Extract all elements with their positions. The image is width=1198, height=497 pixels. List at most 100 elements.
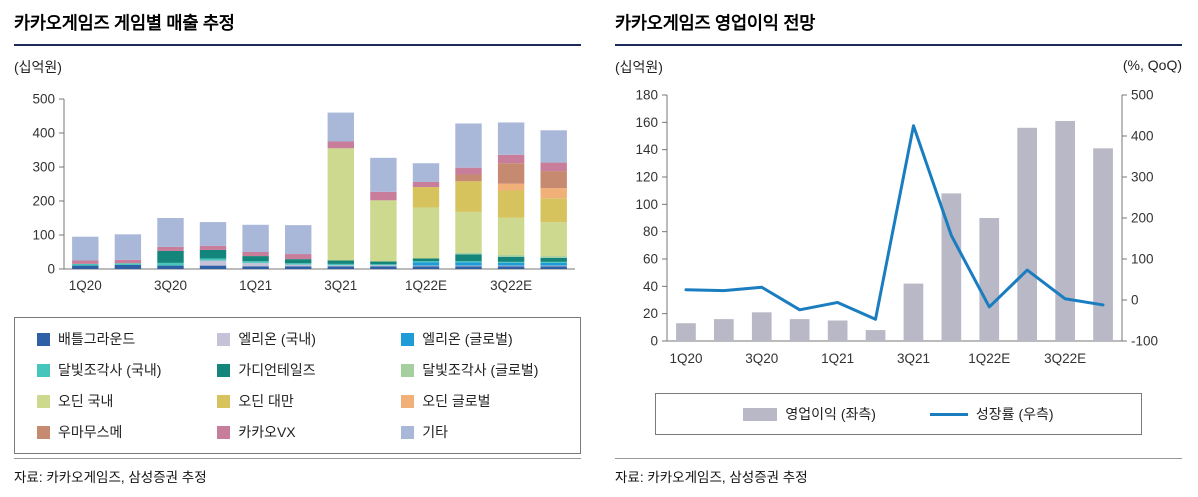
stacked-bar-segment xyxy=(199,245,227,250)
legend-label: 오딘 대만 xyxy=(238,393,294,409)
left-y-tick-label: 100 xyxy=(635,197,658,212)
x-tick-label: 1Q21 xyxy=(821,351,854,366)
operating-profit-bar xyxy=(1017,127,1037,341)
legend-item: 오딘 대만 xyxy=(217,391,397,411)
legend-label: 우마무스메 xyxy=(58,424,123,440)
stacked-bar-segment xyxy=(540,266,567,269)
stacked-bar-segment xyxy=(497,154,525,164)
legend-label: 달빛조각사 (국내) xyxy=(58,362,162,378)
operating-profit-bar xyxy=(827,320,848,341)
revenue-chart-title: 카카오게임즈 게임별 매출 추정 xyxy=(14,10,581,46)
stacked-bar-segment xyxy=(285,263,312,265)
stacked-bar-segment xyxy=(114,234,142,260)
y-tick-label: 300 xyxy=(32,160,55,175)
stacked-bar-segment xyxy=(412,163,440,182)
stacked-bar-segment xyxy=(497,190,525,218)
stacked-bar-segment xyxy=(199,222,227,246)
operating-profit-chart-source: 자료: 카카오게임즈, 삼성증권 추정 xyxy=(615,458,1182,490)
stacked-bar-segment xyxy=(157,262,184,266)
operating-profit-bar xyxy=(714,319,734,341)
legend-label: 배틀그라운드 xyxy=(58,331,136,347)
stacked-bar-segment xyxy=(72,236,99,261)
stacked-bar-segment xyxy=(497,255,525,257)
legend-line-swatch xyxy=(929,412,968,416)
right-y-tick-label: 0 xyxy=(1131,293,1139,308)
stacked-bar-segment xyxy=(242,224,269,252)
stacked-bar-segment xyxy=(455,211,482,253)
legend-item: 달빛조각사 (국내) xyxy=(37,360,213,380)
stacked-bar-segment xyxy=(540,261,567,263)
stacked-bar-segment xyxy=(497,262,525,266)
stacked-bar-segment xyxy=(370,261,397,265)
legend-item: 기타 xyxy=(401,422,574,442)
operating-profit-bar xyxy=(1055,120,1075,341)
x-tick-label: 3Q20 xyxy=(154,278,187,293)
stacked-bar-segment xyxy=(199,260,227,266)
stacked-bar-segment xyxy=(497,217,525,256)
operating-profit-bar-line-chart: 0 20 40 60 80 100 120 140 160 180 -100 0 100 200 300 40… xyxy=(635,88,1158,367)
stacked-bar-segment xyxy=(455,252,482,255)
legend-label-operating-profit: 영업이익 (좌측) xyxy=(785,406,876,422)
legend-label: 카카오VX xyxy=(238,424,296,440)
x-tick-label: 1Q20 xyxy=(69,278,102,293)
stacked-bar-segment xyxy=(497,122,525,155)
stacked-bar-segment xyxy=(497,261,525,263)
stacked-bar-segment xyxy=(327,141,354,149)
x-tick-label: 1Q21 xyxy=(239,278,272,293)
stacked-bar-segment xyxy=(327,112,354,142)
stacked-bar-segment xyxy=(327,260,354,264)
stacked-bar-segment xyxy=(285,264,312,267)
legend-label: 달빛조각사 (글로벌) xyxy=(422,362,539,378)
legend-item-growth-rate: 성장률 (우측) xyxy=(929,404,1054,424)
operating-profit-left-unit-label: (십억원) xyxy=(615,59,663,75)
stacked-bar-segment xyxy=(540,222,567,257)
left-y-tick-label: 160 xyxy=(635,115,658,130)
legend-item: 가디언테일즈 xyxy=(217,360,397,380)
operating-profit-bar xyxy=(789,319,810,341)
stacked-bar-segment xyxy=(497,163,525,184)
stacked-bar-segment xyxy=(540,265,567,267)
legend-swatch xyxy=(217,425,231,439)
legend-swatch xyxy=(217,394,231,408)
operating-profit-legend: 영업이익 (좌측) 성장률 (우측) xyxy=(654,393,1143,435)
legend-swatch xyxy=(401,363,415,377)
stacked-bar-segment xyxy=(114,259,142,264)
legend-item: 카카오VX xyxy=(217,422,397,442)
legend-item: 우마무스메 xyxy=(37,422,213,442)
stacked-bar-segment xyxy=(72,263,99,266)
legend-swatch xyxy=(37,394,50,408)
stacked-bar-segment xyxy=(540,130,567,163)
legend-item: 엘리온 (국내) xyxy=(217,329,397,349)
x-tick-label: 1Q22E xyxy=(405,278,447,293)
y-tick-label: 0 xyxy=(47,262,55,277)
stacked-bar-segment xyxy=(540,256,567,258)
stacked-bar-segment xyxy=(540,171,567,189)
operating-profit-chart-title: 카카오게임즈 영업이익 전망 xyxy=(615,10,1182,46)
stacked-bar-segment xyxy=(370,157,397,192)
operating-profit-bar xyxy=(865,330,886,341)
operating-profit-bar xyxy=(1093,148,1113,341)
stacked-bar-segment xyxy=(285,254,312,260)
stacked-bar-segment xyxy=(199,265,227,269)
legend-label-growth-rate: 성장률 (우측) xyxy=(975,406,1054,422)
revenue-stacked-bar-chart: 0 100 200 300 400 500 1Q20 3Q20 1Q21 3Q21 1Q22E 3Q2… xyxy=(32,92,575,293)
stacked-bar-segment xyxy=(242,252,269,257)
stacked-bar-segment xyxy=(285,259,312,264)
right-y-tick-label: 100 xyxy=(1131,252,1154,267)
revenue-unit-row: (십억원) xyxy=(14,57,581,77)
stacked-bar-segment xyxy=(242,256,269,262)
stacked-bar-segment xyxy=(412,261,440,263)
revenue-chart-legend: 배틀그라운드 엘리온 (국내) 엘리온 (글로벌) 달빛조각사 (국내) 가디언테일즈 달… xyxy=(14,317,581,454)
growth-rate-line xyxy=(684,124,1105,321)
left-y-tick-label: 40 xyxy=(643,279,658,294)
stacked-bar-segment xyxy=(455,254,482,262)
stacked-bar-segment xyxy=(370,191,397,201)
operating-profit-bar xyxy=(979,218,1000,341)
stacked-bar-segment xyxy=(327,263,354,266)
x-tick-label: 3Q22E xyxy=(490,278,532,293)
legend-swatch xyxy=(37,332,50,346)
right-y-tick-label: 500 xyxy=(1131,88,1154,103)
legend-label: 가디언테일즈 xyxy=(238,362,316,378)
stacked-bar-segment xyxy=(540,262,567,266)
revenue-chart-panel: 카카오게임즈 게임별 매출 추정 (십억원) 0 100 200 300 400 500 1… xyxy=(14,10,581,490)
